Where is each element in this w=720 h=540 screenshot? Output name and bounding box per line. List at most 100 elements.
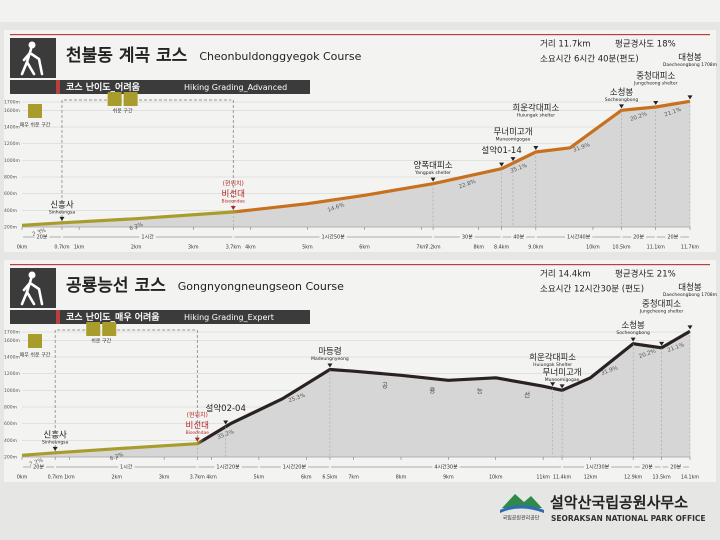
grade-label: 21.1% — [664, 107, 682, 119]
y-tick-label: 1200m — [4, 371, 20, 377]
leg-time: 1시간30분 — [586, 464, 610, 471]
y-tick-label: 400m — [4, 208, 17, 214]
zone-icon — [28, 334, 42, 348]
leg-bg — [118, 463, 135, 471]
x-tick-label: 3km — [159, 475, 170, 481]
x-tick-label: 3.7km — [190, 475, 205, 481]
leg-time: 30분 — [462, 235, 473, 241]
leg-bg — [631, 233, 647, 241]
leg-time: 20분 — [642, 465, 653, 471]
stop-marker — [659, 341, 665, 346]
grade-label: 35.1% — [510, 163, 528, 175]
grade-label: 31.9% — [600, 365, 618, 377]
zone-label: 쉬운 구간 — [113, 108, 133, 115]
y-tick-label: 1700m — [4, 330, 20, 336]
y-tick-label: 1000m — [4, 158, 20, 164]
leg-time: 4시간30분 — [434, 464, 458, 471]
x-tick-label: 8.4km — [494, 245, 509, 251]
stop-marker — [653, 101, 659, 105]
zone-icon — [86, 322, 101, 336]
y-tick-label: 1600m — [4, 338, 20, 344]
leg-bg — [34, 233, 50, 241]
leg-time: 20분 — [36, 235, 47, 241]
x-tick-label: 5km — [302, 245, 313, 251]
stop-name: 대청봉 — [678, 283, 702, 293]
leg-bg — [280, 463, 309, 471]
stop-name: 희운각대피소 — [529, 352, 576, 363]
grade-label: 14.6% — [327, 202, 345, 214]
x-tick-label: 0km — [17, 475, 28, 481]
profile-area — [22, 331, 690, 457]
stop-marker — [559, 384, 565, 389]
grade-label: 22.8% — [458, 179, 476, 191]
x-tick-label: 2km — [131, 245, 142, 251]
ridge-label: 공룡 능 선 — [382, 382, 530, 399]
leg-time: 40분 — [513, 235, 524, 241]
y-tick-label: 1700m — [4, 100, 20, 106]
leg-bg — [319, 233, 347, 241]
stop-name: 대청봉 — [678, 53, 702, 63]
grade-label: 31.9% — [572, 142, 590, 154]
stop-marker — [510, 157, 516, 162]
grade-label: 21.1% — [667, 342, 685, 354]
x-tick-label: 10.5km — [612, 245, 630, 251]
y-tick-label: 600m — [4, 421, 17, 427]
leg-time: 1시간 — [120, 464, 133, 471]
leg-time: 20분 — [33, 465, 44, 471]
x-tick-label: 9km — [443, 475, 454, 481]
leg-bg — [214, 463, 242, 471]
leg-bg — [459, 233, 475, 241]
y-tick-label: 1400m — [4, 355, 20, 361]
x-tick-label: 8km — [396, 475, 407, 481]
stop-name: 소청봉 — [621, 321, 645, 331]
y-tick-label: 800m — [4, 175, 17, 181]
x-tick-label: 2km — [111, 475, 122, 481]
leg-time: 1시간40분 — [567, 234, 591, 241]
stop-name: 비선대 — [222, 190, 245, 200]
x-tick-label: 13.5km — [653, 475, 671, 481]
x-tick-label: 5km — [254, 475, 265, 481]
stop-sub: Muneomigogae — [545, 377, 580, 383]
x-tick-label: 6km — [301, 475, 312, 481]
stop-marker — [630, 337, 636, 342]
hiker-icon — [10, 38, 56, 78]
leg-bg — [639, 463, 655, 471]
top-strip — [0, 0, 720, 22]
stop-sub: Muneomigogae — [496, 137, 531, 143]
grading-en: Hiking Grading_Expert — [184, 313, 274, 322]
distance: 거리 11.7km — [540, 40, 590, 50]
grading-accent — [56, 310, 60, 324]
stop-marker — [618, 104, 624, 109]
stop-name: 비선대 — [186, 421, 209, 431]
stop-sub: Biseondae — [186, 430, 210, 436]
stop-marker — [687, 325, 693, 330]
leg-time: 1시간20분 — [283, 464, 307, 471]
y-tick-label: 200m — [4, 455, 17, 461]
x-tick-label: 7km — [416, 245, 427, 251]
stop-sub: Sinheungsa — [42, 439, 68, 445]
zone-icon — [107, 92, 122, 106]
x-tick-label: 4km — [206, 475, 217, 481]
leg-bg — [139, 233, 156, 241]
grading-bar — [10, 310, 310, 324]
stop-marker — [327, 363, 333, 368]
y-tick-label: 1600m — [4, 108, 20, 114]
stop-sub: Huiungak Shelter — [533, 362, 572, 368]
x-tick-label: 8km — [473, 245, 484, 251]
x-tick-label: 0km — [17, 245, 28, 251]
course-time: 소요시간 12시간30분 (편도) — [540, 284, 644, 295]
stop-sub: Huiungak shelter — [517, 113, 556, 119]
stop-sub: Madeungnyeong — [311, 356, 349, 362]
stop-name: 중청대피소 — [642, 299, 681, 309]
x-tick-label: 10km — [489, 475, 503, 481]
x-tick-label: 11.4km — [553, 475, 571, 481]
x-tick-label: 3.7km — [226, 245, 241, 251]
leg-time: 1시간20분 — [216, 464, 240, 471]
stop-marker — [194, 437, 200, 442]
agency: 국립공원관리공단 — [503, 515, 540, 522]
leg-time: 1시간50분 — [321, 234, 345, 241]
x-tick-label: 11km — [536, 475, 550, 481]
x-tick-label: 0.7km — [48, 475, 63, 481]
leg-bg — [583, 463, 612, 471]
